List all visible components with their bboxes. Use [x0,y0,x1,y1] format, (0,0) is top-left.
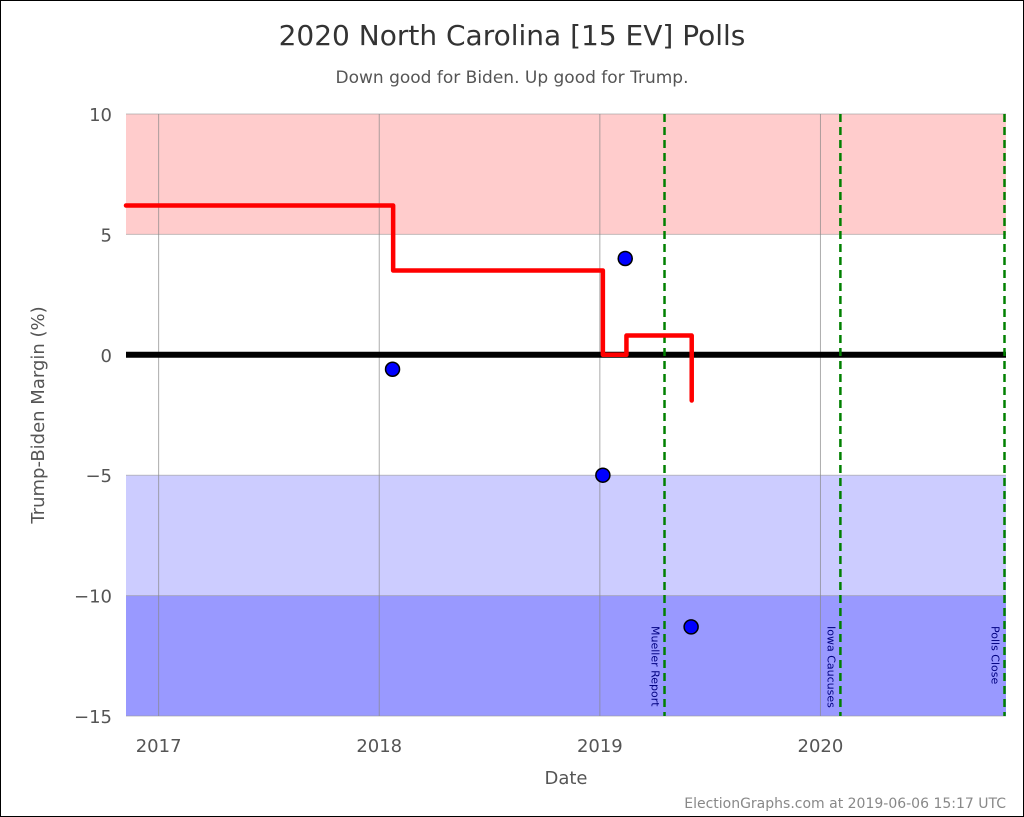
event-label: Iowa Caucuses [824,626,837,708]
x-tick-label: 2017 [136,736,182,757]
y-tick-label: −5 [85,466,112,487]
poll-point [595,467,611,483]
y-tick-label: −15 [74,707,112,728]
y-axis-label: Trump-Biden Margin (%) [28,306,49,524]
average-line [123,203,694,403]
band-0 [126,114,1006,235]
y-tick-label: 10 [89,105,112,126]
footer-credit: ElectionGraphs.com at 2019-06-06 15:17 U… [684,796,1006,812]
x-tick-label: 2019 [577,736,623,757]
x-axis-label: Date [544,768,587,789]
y-tick-label: 5 [101,225,112,246]
y-tick-label: −10 [74,587,112,608]
event-label: Polls Close [989,626,1002,685]
poll-point [683,619,699,635]
band-1 [126,475,1006,596]
event-label: Mueller Report [649,626,662,707]
poll-point [384,361,401,377]
band-2 [126,595,1006,716]
y-tick-label: 0 [101,346,112,367]
chart-subtitle: Down good for Biden. Up good for Trump. [336,68,689,88]
poll-point [617,250,633,267]
x-tick-label: 2018 [356,736,402,757]
chart-title: 2020 North Carolina [15 EV] Polls [279,19,746,52]
x-tick-label: 2020 [798,736,844,757]
